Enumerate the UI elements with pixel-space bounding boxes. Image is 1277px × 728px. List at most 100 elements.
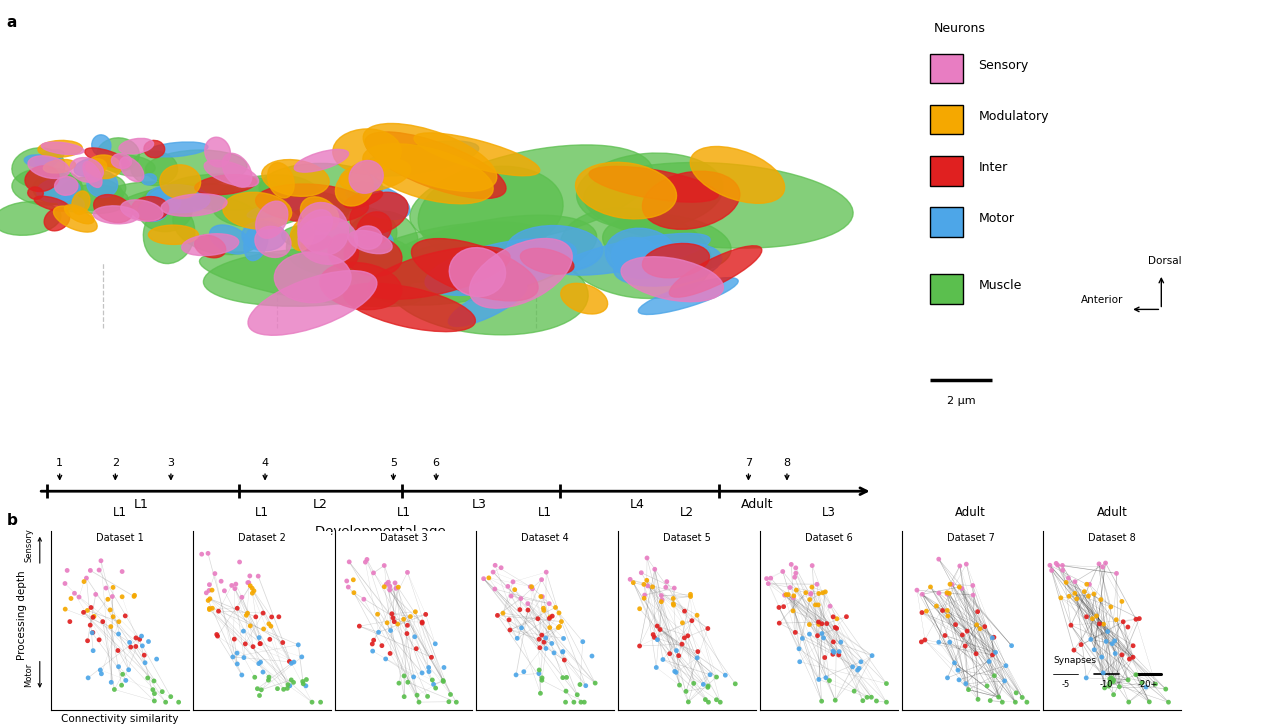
Ellipse shape	[105, 155, 155, 176]
Ellipse shape	[346, 183, 410, 219]
Point	[1051, 592, 1071, 604]
Ellipse shape	[55, 177, 78, 195]
Point	[138, 636, 158, 647]
Point	[161, 691, 181, 703]
Point	[119, 664, 139, 676]
Point	[1089, 618, 1110, 630]
Point	[103, 611, 124, 622]
Point	[204, 568, 225, 579]
Point	[630, 603, 650, 614]
Point	[292, 678, 313, 689]
Point	[89, 634, 110, 646]
Ellipse shape	[74, 159, 105, 176]
Point	[986, 646, 1006, 658]
Point	[681, 590, 701, 602]
Point	[576, 680, 596, 692]
Ellipse shape	[354, 222, 545, 282]
Point	[226, 578, 246, 590]
Point	[238, 577, 258, 588]
Point	[245, 611, 266, 622]
Ellipse shape	[204, 160, 258, 187]
Point	[916, 605, 936, 617]
Point	[261, 620, 281, 632]
Point	[974, 621, 995, 633]
Point	[80, 601, 101, 613]
Point	[553, 646, 573, 658]
Text: 8: 8	[783, 459, 790, 468]
Point	[783, 592, 803, 604]
Text: Adult: Adult	[741, 498, 774, 511]
Point	[1091, 594, 1111, 606]
Ellipse shape	[165, 174, 286, 210]
Ellipse shape	[298, 210, 332, 245]
FancyBboxPatch shape	[930, 54, 963, 83]
Point	[824, 646, 844, 658]
Point	[789, 643, 810, 654]
Point	[539, 622, 559, 633]
Point	[799, 619, 820, 630]
Point	[501, 590, 521, 602]
Point	[421, 652, 442, 663]
Point	[825, 622, 845, 633]
Point	[109, 616, 129, 628]
Ellipse shape	[614, 242, 722, 286]
FancyBboxPatch shape	[930, 207, 963, 237]
Point	[485, 560, 506, 571]
Ellipse shape	[345, 211, 418, 273]
Point	[926, 600, 946, 612]
Point	[510, 604, 530, 615]
Ellipse shape	[64, 205, 94, 223]
Ellipse shape	[142, 174, 157, 185]
Point	[112, 591, 133, 603]
Point	[483, 566, 503, 578]
Point	[169, 697, 189, 708]
Point	[853, 695, 873, 706]
Point	[540, 612, 561, 623]
Point	[77, 605, 97, 617]
Point	[368, 626, 388, 638]
Point	[681, 588, 701, 600]
Point	[379, 648, 400, 660]
Point	[796, 587, 816, 598]
Point	[198, 547, 218, 559]
Ellipse shape	[363, 215, 596, 305]
Point	[280, 680, 300, 692]
Point	[105, 684, 125, 695]
Point	[503, 576, 524, 587]
Point	[531, 672, 552, 684]
Point	[937, 588, 958, 600]
Point	[289, 639, 309, 651]
Point	[379, 580, 400, 592]
Point	[682, 615, 702, 627]
Point	[1105, 648, 1125, 660]
Point	[1145, 678, 1166, 690]
Ellipse shape	[298, 217, 358, 264]
Point	[493, 607, 513, 619]
Point	[252, 684, 272, 695]
Point	[241, 582, 262, 594]
Ellipse shape	[93, 194, 133, 223]
Point	[928, 587, 949, 599]
Point	[664, 582, 684, 594]
Point	[1092, 561, 1112, 573]
Point	[977, 680, 997, 692]
Point	[816, 618, 836, 630]
Point	[1011, 692, 1032, 703]
Text: Dataset 6: Dataset 6	[805, 533, 853, 543]
Point	[1122, 652, 1143, 663]
Point	[582, 650, 603, 662]
Point	[111, 679, 132, 691]
Point	[802, 581, 822, 593]
Point	[956, 558, 977, 570]
Ellipse shape	[603, 214, 732, 273]
Ellipse shape	[161, 194, 227, 216]
Point	[240, 570, 261, 582]
Point	[1135, 681, 1156, 693]
Point	[848, 664, 868, 676]
Point	[633, 579, 654, 590]
Point	[511, 593, 531, 604]
Ellipse shape	[470, 239, 572, 308]
Point	[1077, 611, 1097, 622]
Point	[1079, 579, 1099, 590]
Point	[262, 611, 282, 622]
